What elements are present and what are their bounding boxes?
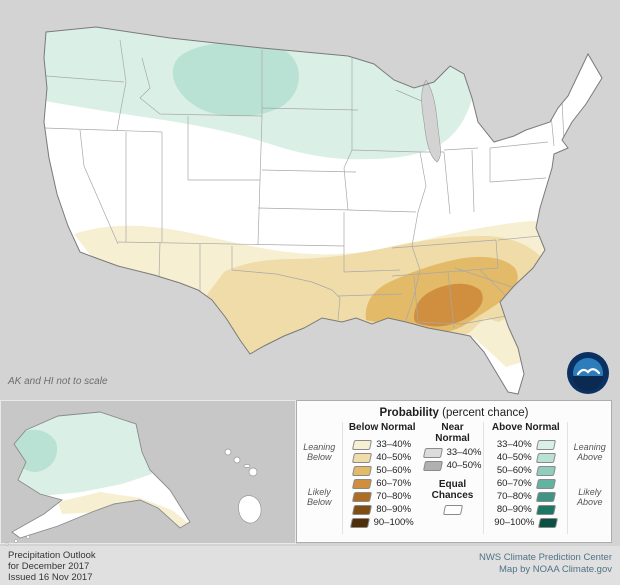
below-range-33-40: 33–40% [376, 439, 412, 450]
near-header-line1: Near [441, 422, 464, 433]
above-normal-column: Above Normal 33–40% 40–50% 50–60% 60–70%… [484, 422, 567, 534]
below-swatch-80-90 [352, 504, 373, 515]
below-side-labels: Leaning Below Likely Below [297, 422, 343, 534]
legend-entry: 90–100% [494, 516, 559, 529]
legend-entry: 50–60% [352, 464, 412, 477]
legend-entry: 70–80% [352, 490, 412, 503]
footer-title-line3: Issued 16 Nov 2017 [8, 572, 93, 583]
legend-body: Leaning Below Likely Below Below Normal … [297, 422, 611, 534]
above-range-50-60: 50–60% [496, 465, 532, 476]
legend-entry: 33–40% [352, 438, 412, 451]
legend-entry: 33–40% [496, 438, 556, 451]
legend-entry: 60–70% [496, 477, 556, 490]
below-range-60-70: 60–70% [376, 478, 412, 489]
below-range-90-100: 90–100% [373, 517, 414, 528]
near-range-40-50: 40–50% [446, 460, 482, 471]
legend-entry: 80–90% [352, 503, 412, 516]
legend-entry: 80–90% [496, 503, 556, 516]
alaska-outline [11, 411, 191, 539]
below-swatch-50-60 [352, 465, 373, 476]
above-range-80-90: 80–90% [496, 504, 532, 515]
above-swatch-40-50 [535, 452, 556, 463]
noaa-gull-icon [576, 368, 601, 376]
footer-title-line1: Precipitation Outlook [8, 550, 96, 561]
below-normal-header: Below Normal [348, 422, 416, 433]
below-range-50-60: 50–60% [376, 465, 412, 476]
equal-chances-swatch [442, 505, 463, 515]
conus-outline [43, 26, 603, 395]
legend-entry: 70–80% [496, 490, 556, 503]
legend-entry: 33–40% [422, 446, 482, 459]
region-above-40-50 [172, 41, 299, 117]
legend-entry: 40–50% [496, 451, 556, 464]
legend-title-main: Probability [379, 407, 439, 419]
region-below-60-70 [414, 283, 483, 327]
above-swatch-33-40 [535, 439, 556, 450]
ak-region-above-33-40 [12, 412, 152, 496]
near-swatch-33-40 [422, 447, 443, 458]
footer-title: Precipitation Outlook for December 2017 … [8, 550, 96, 583]
below-normal-column: Below Normal 33–40% 40–50% 50–60% 60–70%… [343, 422, 422, 534]
above-range-33-40: 33–40% [496, 439, 532, 450]
footer-credit-line1: NWS Climate Prediction Center [478, 552, 612, 563]
inset-note: AK and HI not to scale [8, 376, 108, 387]
near-normal-header: Near Normal [435, 422, 469, 444]
equal-chances-label: Equal Chances [432, 479, 474, 501]
above-side-labels: Leaning Above Likely Above [567, 422, 611, 534]
footer-title-line2: for December 2017 [8, 561, 90, 572]
above-normal-header: Above Normal [491, 422, 560, 433]
above-swatch-90-100 [538, 517, 559, 528]
near-normal-column: Near Normal 33–40% 40–50% Equal Chances [422, 422, 485, 534]
below-range-40-50: 40–50% [376, 452, 412, 463]
footer-credit: NWS Climate Prediction Center Map by NOA… [479, 552, 612, 576]
below-swatch-40-50 [352, 452, 373, 463]
below-swatch-33-40 [352, 439, 373, 450]
below-swatch-70-80 [352, 491, 373, 502]
near-header-line2: Normal [435, 433, 470, 444]
below-range-80-90: 80–90% [376, 504, 412, 515]
likely-above-label: Likely Above [576, 487, 603, 507]
legend-title: Probability (percent chance) [297, 401, 611, 419]
lake-michigan [421, 79, 441, 163]
below-swatch-60-70 [352, 478, 373, 489]
aleutian-islands [5, 535, 30, 546]
above-swatch-80-90 [535, 504, 556, 515]
leaning-above-label: Leaning Above [573, 441, 606, 462]
above-swatch-60-70 [535, 478, 556, 489]
below-swatch-90-100 [349, 517, 370, 528]
legend-entry: 50–60% [496, 464, 556, 477]
equal-line1: Equal [438, 479, 467, 490]
above-swatch-70-80 [535, 491, 556, 502]
hawaii-islands [224, 448, 262, 524]
legend-entry: 60–70% [352, 477, 412, 490]
legend-entry: 40–50% [422, 459, 482, 472]
noaa-logo [567, 352, 609, 394]
equal-line2: Chances [431, 490, 474, 501]
below-range-70-80: 70–80% [376, 491, 412, 502]
legend-entry: 90–100% [349, 516, 414, 529]
near-range-33-40: 33–40% [446, 447, 482, 458]
likely-below-label: Likely Below [307, 487, 332, 507]
near-swatch-40-50 [422, 460, 443, 471]
legend: Probability (percent chance) Leaning Bel… [296, 400, 612, 543]
above-range-40-50: 40–50% [496, 452, 532, 463]
state-borders [44, 39, 565, 329]
footer-credit-line2: Map by NOAA Climate.gov [499, 564, 612, 575]
above-range-60-70: 60–70% [496, 478, 532, 489]
legend-title-suffix: (percent chance) [438, 407, 529, 419]
above-range-70-80: 70–80% [496, 491, 532, 502]
leaning-below-label: Leaning Below [303, 441, 336, 462]
footer: Precipitation Outlook for December 2017 … [0, 546, 620, 585]
above-swatch-50-60 [535, 465, 556, 476]
above-range-90-100: 90–100% [494, 517, 535, 528]
legend-entry: 40–50% [352, 451, 412, 464]
